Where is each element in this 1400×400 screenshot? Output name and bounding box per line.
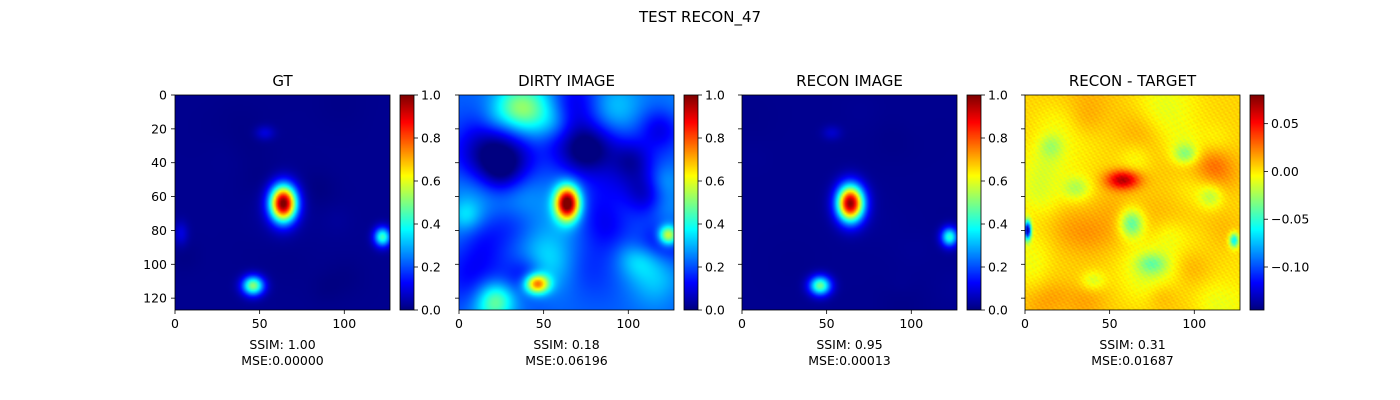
colorbar-tick-label: 0.05 — [1271, 116, 1299, 131]
x-tick-label: 100 — [332, 316, 356, 331]
x-tick-label: 100 — [616, 316, 640, 331]
x-tick-label: 0 — [455, 316, 463, 331]
panel-title: RECON IMAGE — [796, 72, 903, 90]
x-tick-label: 50 — [1102, 316, 1118, 331]
colorbar — [1250, 95, 1264, 310]
colorbar-tick-label: 0.4 — [421, 217, 441, 232]
metric-caption: MSE:0.06196 — [525, 353, 608, 368]
figure-suptitle: TEST RECON_47 — [638, 8, 761, 27]
colorbar-tick-label: 0.00 — [1271, 164, 1299, 179]
axes-frame — [458, 94, 675, 311]
colorbar-tick-label: 0.0 — [988, 303, 1008, 318]
heatmap-image — [175, 95, 390, 310]
metric-caption: SSIM: 1.00 — [249, 337, 315, 352]
panel-title: RECON - TARGET — [1069, 72, 1197, 90]
colorbar-frame — [399, 94, 415, 311]
metric-caption: SSIM: 0.95 — [816, 337, 882, 352]
axes-frame — [1024, 94, 1241, 311]
colorbar-tick-label: 0.0 — [705, 303, 725, 318]
colorbar-tick-label: −0.10 — [1271, 260, 1309, 275]
x-tick-label: 50 — [536, 316, 552, 331]
x-tick-label: 0 — [171, 316, 179, 331]
colorbar-tick-label: 0.6 — [421, 174, 441, 189]
x-tick-label: 100 — [899, 316, 923, 331]
metric-caption: SSIM: 0.18 — [533, 337, 599, 352]
colorbar-tick-label: 0.2 — [421, 260, 441, 275]
colorbar-tick-label: 0.0 — [421, 303, 441, 318]
colorbar-tick-label: 1.0 — [705, 88, 725, 103]
axes-frame — [741, 94, 958, 311]
x-tick-label: 0 — [738, 316, 746, 331]
colorbar-tick-label: 0.6 — [705, 174, 725, 189]
colorbar-tick-label: 0.4 — [988, 217, 1008, 232]
metric-caption: SSIM: 0.31 — [1099, 337, 1165, 352]
colorbar-tick-label: 0.4 — [705, 217, 725, 232]
panel-1: GT 0 50 100 0 20 40 60 80 100 120 SSIM: 1.00MSE:0.0… — [143, 72, 441, 368]
metric-caption: MSE:0.01687 — [1091, 353, 1174, 368]
y-tick-label: 20 — [151, 121, 167, 136]
colorbar — [684, 95, 698, 310]
y-tick-label: 80 — [151, 223, 167, 238]
panel-title: GT — [272, 72, 293, 90]
colorbar — [967, 95, 981, 310]
colorbar-tick-label: 0.8 — [988, 131, 1008, 146]
heatmap-image — [1025, 95, 1240, 310]
x-tick-label: 50 — [819, 316, 835, 331]
x-tick-label: 0 — [1021, 316, 1029, 331]
metric-caption: MSE:0.00000 — [241, 353, 324, 368]
colorbar-frame — [1249, 94, 1265, 311]
colorbar-frame — [683, 94, 699, 311]
colorbar-tick-label: 0.6 — [988, 174, 1008, 189]
heatmap-image — [459, 95, 674, 310]
colorbar-tick-label: 1.0 — [988, 88, 1008, 103]
colorbar-tick-label: 0.8 — [705, 131, 725, 146]
y-tick-label: 120 — [143, 291, 167, 306]
metric-caption: MSE:0.00013 — [808, 353, 891, 368]
y-tick-label: 60 — [151, 189, 167, 204]
panel-title: DIRTY IMAGE — [518, 72, 615, 90]
y-tick-label: 0 — [159, 88, 167, 103]
colorbar — [400, 95, 414, 310]
colorbar-tick-label: 1.0 — [421, 88, 441, 103]
colorbar-frame — [966, 94, 982, 311]
colorbar-tick-label: 0.2 — [988, 260, 1008, 275]
colorbar-tick-label: 0.8 — [421, 131, 441, 146]
colorbar-tick-label: 0.2 — [705, 260, 725, 275]
panel-4: RECON - TARGET 0 50 100 SSIM: 0.31MSE:0.0168… — [1021, 72, 1309, 368]
y-tick-label: 100 — [143, 257, 167, 272]
x-tick-label: 100 — [1182, 316, 1206, 331]
axes-frame — [174, 94, 391, 311]
colorbar-tick-label: −0.05 — [1271, 212, 1309, 227]
y-tick-label: 40 — [151, 155, 167, 170]
x-tick-label: 50 — [252, 316, 268, 331]
heatmap-image — [742, 95, 957, 310]
